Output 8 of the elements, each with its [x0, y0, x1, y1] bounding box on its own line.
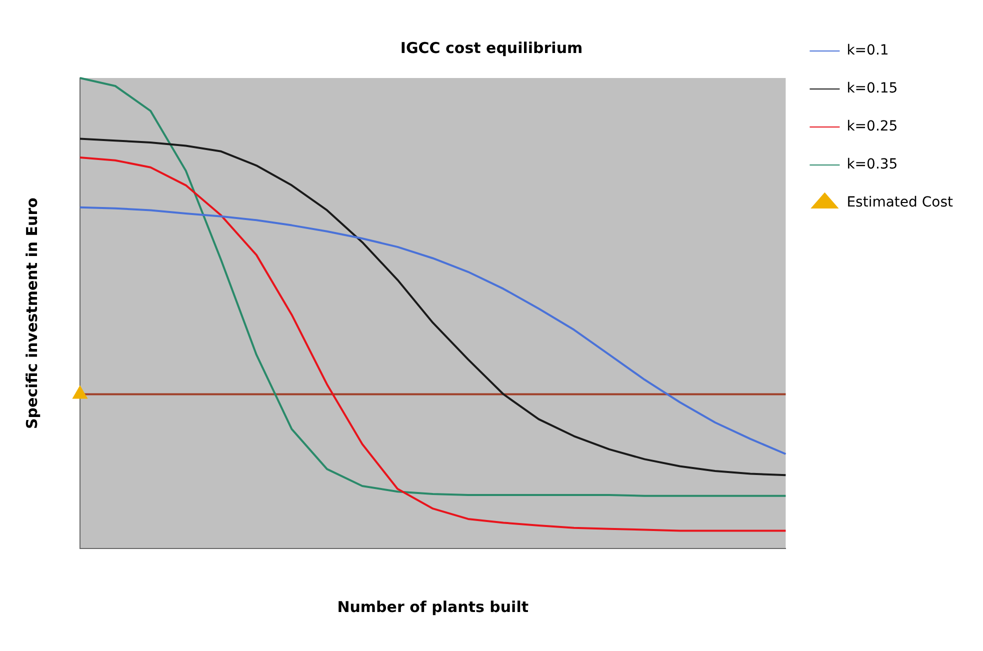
x-axis-title: Number of plants built	[337, 598, 529, 616]
legend-label: k=0.15	[846, 80, 898, 97]
legend-label: k=0.35	[846, 156, 898, 173]
y-axis-title: Specific investment in Euro	[22, 198, 41, 430]
legend-label: k=0.1	[846, 42, 889, 59]
legend-label: k=0.25	[846, 118, 898, 135]
chart-title: IGCC cost equilibrium	[400, 38, 583, 57]
legend-label: Estimated Cost	[846, 194, 954, 211]
